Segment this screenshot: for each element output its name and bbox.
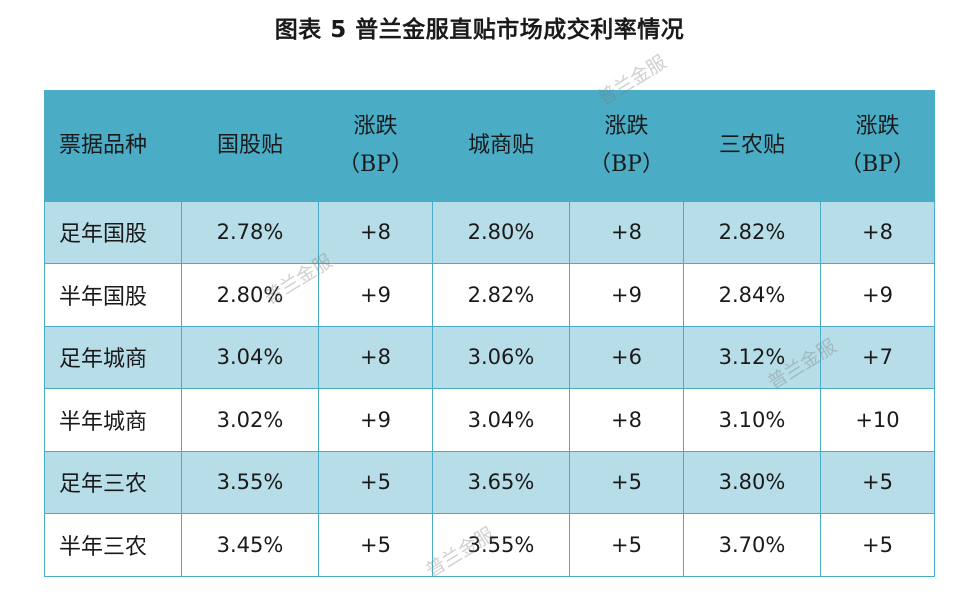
header-text: 涨跌: [855, 114, 900, 140]
header-text: 票据品种: [59, 133, 148, 159]
header-text: 三农贴: [718, 133, 785, 159]
cell-rate: 3.55%: [432, 513, 570, 577]
row-label: 半年三农: [44, 513, 182, 577]
header-cell-guogu: 国股贴: [181, 90, 319, 202]
cell-change: +6: [569, 325, 684, 389]
cell-rate: 2.78%: [181, 200, 319, 264]
table-row: 半年国股 2.80% +9 2.82% +9 2.84% +9: [44, 263, 935, 327]
header-unit: （BP）: [338, 152, 413, 178]
header-cell-change-guogu: 涨跌 （BP）: [318, 90, 433, 202]
cell-rate: 3.04%: [181, 325, 319, 389]
cell-change: +5: [820, 450, 935, 514]
row-label: 足年国股: [44, 200, 182, 264]
cell-rate: 3.55%: [181, 450, 319, 514]
cell-change: +10: [820, 388, 935, 452]
cell-rate: 3.12%: [683, 325, 821, 389]
cell-rate: 2.82%: [432, 263, 570, 327]
cell-rate: 3.06%: [432, 325, 570, 389]
cell-change: +5: [820, 513, 935, 577]
row-label: 足年三农: [44, 450, 182, 514]
cell-rate: 3.10%: [683, 388, 821, 452]
cell-change: +5: [318, 513, 433, 577]
table-row: 半年城商 3.02% +9 3.04% +8 3.10% +10: [44, 388, 935, 452]
cell-rate: 2.80%: [181, 263, 319, 327]
cell-rate: 3.70%: [683, 513, 821, 577]
header-unit: （BP）: [589, 152, 664, 178]
cell-change: +5: [318, 450, 433, 514]
header-unit: （BP）: [840, 152, 915, 178]
cell-change: +7: [820, 325, 935, 389]
row-label: 半年城商: [44, 388, 182, 452]
rate-table: 票据品种 国股贴 涨跌 （BP） 城商贴 涨跌 （BP） 三农贴 涨跌 （BP）: [44, 90, 935, 577]
cell-rate: 2.84%: [683, 263, 821, 327]
table-row: 足年城商 3.04% +8 3.06% +6 3.12% +7: [44, 325, 935, 389]
table-row: 半年三农 3.45% +5 3.55% +5 3.70% +5: [44, 513, 935, 577]
header-text: 国股贴: [216, 133, 283, 159]
cell-rate: 3.45%: [181, 513, 319, 577]
header-cell-change-chengshang: 涨跌 （BP）: [569, 90, 684, 202]
header-row: 票据品种 国股贴 涨跌 （BP） 城商贴 涨跌 （BP） 三农贴 涨跌 （BP）: [44, 90, 935, 202]
header-cell-variety: 票据品种: [44, 90, 182, 202]
cell-rate: 3.65%: [432, 450, 570, 514]
cell-change: +8: [318, 325, 433, 389]
cell-change: +9: [318, 263, 433, 327]
cell-change: +9: [569, 263, 684, 327]
row-label: 半年国股: [44, 263, 182, 327]
cell-change: +9: [820, 263, 935, 327]
cell-rate: 2.80%: [432, 200, 570, 264]
cell-change: +8: [569, 200, 684, 264]
header-cell-chengshang: 城商贴: [432, 90, 570, 202]
cell-change: +8: [569, 388, 684, 452]
header-cell-change-sannong: 涨跌 （BP）: [820, 90, 935, 202]
cell-rate: 3.80%: [683, 450, 821, 514]
header-text: 城商贴: [467, 133, 534, 159]
row-label: 足年城商: [44, 325, 182, 389]
header-cell-sannong: 三农贴: [683, 90, 821, 202]
cell-change: +8: [820, 200, 935, 264]
cell-rate: 2.82%: [683, 200, 821, 264]
cell-change: +5: [569, 513, 684, 577]
header-text: 涨跌: [353, 114, 398, 140]
table-row: 足年国股 2.78% +8 2.80% +8 2.82% +8: [44, 200, 935, 264]
cell-change: +9: [318, 388, 433, 452]
cell-change: +8: [318, 200, 433, 264]
header-text: 涨跌: [604, 114, 649, 140]
cell-change: +5: [569, 450, 684, 514]
cell-rate: 3.04%: [432, 388, 570, 452]
table-row: 足年三农 3.55% +5 3.65% +5 3.80% +5: [44, 450, 935, 514]
cell-rate: 3.02%: [181, 388, 319, 452]
table-title: 图表 5 普兰金服直贴市场成交利率情况: [274, 17, 685, 43]
